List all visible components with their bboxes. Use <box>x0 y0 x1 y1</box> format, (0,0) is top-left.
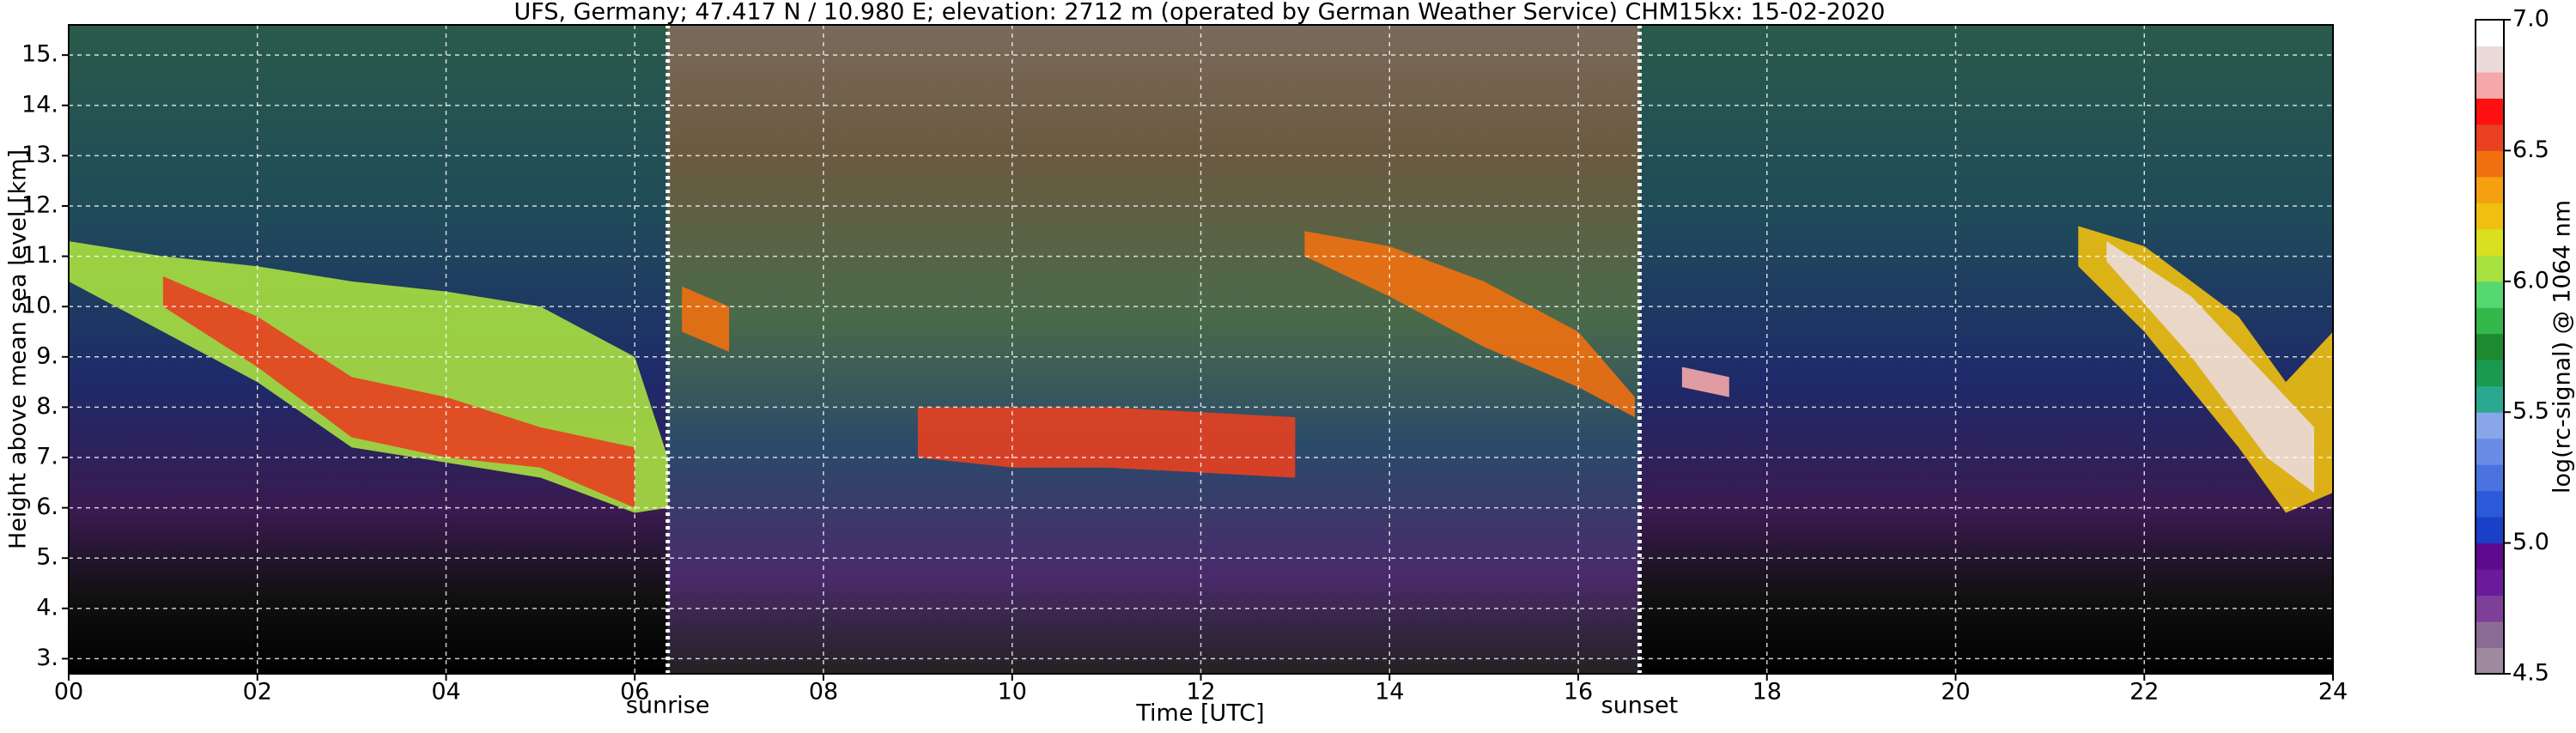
y-tick-label: 5. <box>36 544 58 571</box>
x-tick-label: 02 <box>243 679 272 706</box>
colorbar-bin <box>2476 307 2504 335</box>
colorbar-label: log(rc-signal) @ 1064 nm <box>2549 200 2576 494</box>
cloud-layer <box>162 276 635 508</box>
x-tick-label: 10 <box>998 679 1027 706</box>
cloud-layer <box>1304 231 1635 418</box>
cloud-layer <box>1681 366 1729 397</box>
colorbar-bin <box>2476 438 2504 465</box>
x-tick-label: 20 <box>1941 679 1970 706</box>
colorbar-bin <box>2476 360 2504 387</box>
cloud-layer <box>917 407 1296 478</box>
colorbar-bin <box>2476 203 2504 230</box>
cloud-layer <box>682 286 730 352</box>
colorbar-tick-label: 5.0 <box>2512 529 2549 555</box>
x-axis-label: Time [UTC] <box>1135 700 1264 727</box>
colorbar-bin <box>2476 385 2504 413</box>
colorbar-bin <box>2476 542 2504 570</box>
x-tick-label: 08 <box>809 679 838 706</box>
colorbar-bin <box>2476 412 2504 439</box>
x-tick-label: 06 <box>620 679 649 706</box>
plot-frame <box>68 24 2334 675</box>
x-tick-label: 16 <box>1564 679 1593 706</box>
y-tick-label: 14. <box>21 91 58 118</box>
colorbar-tick-label: 5.5 <box>2512 398 2549 425</box>
colorbar-bin <box>2476 595 2504 622</box>
y-tick-label: 8. <box>36 393 58 420</box>
y-tick-label: 10. <box>21 293 58 319</box>
grid: 3. 4. 5. 6. 7. 8. 9. 10. 11. 12. 13. 14. 15. 00 02 04 06… <box>21 24 2348 719</box>
day-background <box>667 25 1640 674</box>
colorbar-tick-label: 6.5 <box>2512 136 2549 163</box>
colorbar-bin <box>2476 176 2504 203</box>
colorbar-bin <box>2476 150 2504 178</box>
colorbar-bin <box>2476 621 2504 649</box>
colorbar-bin <box>2476 464 2504 492</box>
annotation-label: sunrise <box>626 693 710 719</box>
colorbar-frame <box>2475 19 2505 675</box>
x-tick-label: 00 <box>54 679 83 706</box>
colorbar-bin <box>2476 20 2504 46</box>
chart-title: UFS, Germany; 47.417 N / 10.980 E; eleva… <box>514 0 1886 26</box>
colorbar-bin <box>2476 517 2504 544</box>
colorbar-bin <box>2476 71 2504 99</box>
colorbar-bin <box>2476 333 2504 360</box>
y-tick-label: 4. <box>36 594 58 621</box>
cloud-layer <box>2106 241 2315 494</box>
cloud-layers <box>69 226 2333 513</box>
y-tick-label: 11. <box>21 242 58 269</box>
colorbar-bin <box>2476 124 2504 151</box>
y-tick-label: 13. <box>21 142 58 168</box>
colorbar-bin <box>2476 569 2504 597</box>
colorbar-tick-label: 6.0 <box>2512 267 2549 294</box>
x-tick-label: 14 <box>1375 679 1404 706</box>
x-tick-label: 24 <box>2318 679 2348 706</box>
colorbar-bin <box>2476 490 2504 518</box>
x-tick-label: 22 <box>2129 679 2159 706</box>
y-tick-label: 9. <box>36 342 58 369</box>
x-tick-label: 04 <box>431 679 460 706</box>
y-tick-label: 7. <box>36 444 58 470</box>
colorbar-bin <box>2476 98 2504 125</box>
y-axis-label: Height above mean sea level [km] <box>5 149 32 549</box>
x-tick-label: 18 <box>1753 679 1782 706</box>
colorbar-bin <box>2476 45 2504 73</box>
colorbar-tick-label: 4.5 <box>2512 660 2549 687</box>
annotation-label: sunset <box>1601 693 1679 719</box>
colorbar-bin <box>2476 255 2504 282</box>
y-tick-label: 12. <box>21 191 58 218</box>
colorbar-bin <box>2476 228 2504 256</box>
y-tick-label: 3. <box>36 645 58 671</box>
y-tick-label: 6. <box>36 494 58 520</box>
colorbar-bin <box>2476 281 2504 308</box>
x-tick-label: 12 <box>1186 679 1215 706</box>
colorbar-bin <box>2476 647 2504 675</box>
colorbar-tick-label: 7.0 <box>2512 6 2549 33</box>
y-tick-label: 15. <box>21 41 58 68</box>
